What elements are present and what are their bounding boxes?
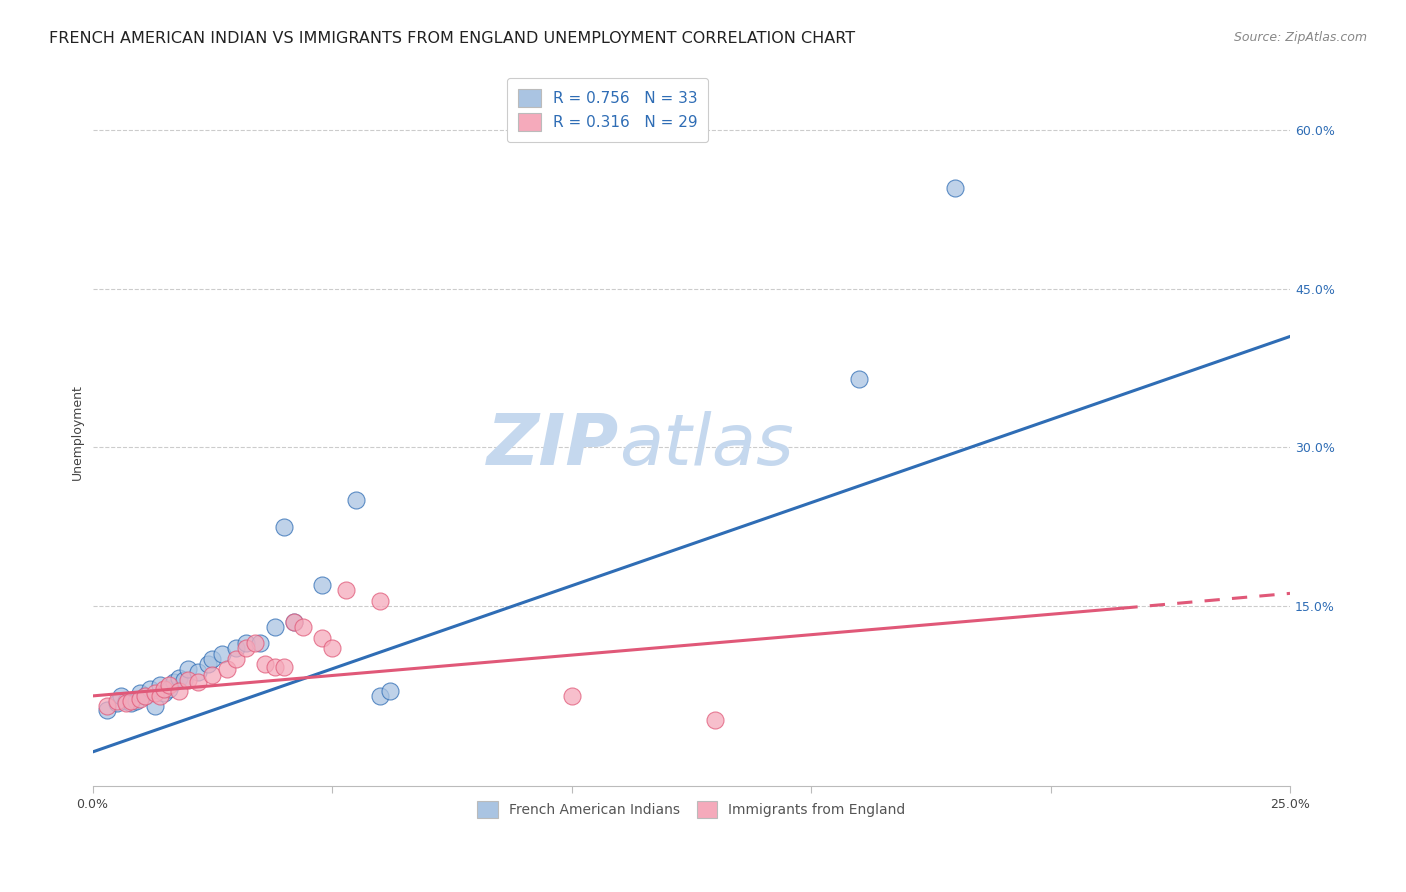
Point [253,657,276,672]
Point [177,673,200,687]
Point [157,678,180,692]
Point [96,699,118,714]
Point [943,181,966,195]
Point [167,671,190,685]
Point [157,681,180,696]
Text: Source: ZipAtlas.com: Source: ZipAtlas.com [1233,31,1367,45]
Point [153,686,176,700]
Point [129,686,152,700]
Point [245,636,267,650]
Point [378,683,401,698]
Point [235,641,257,656]
Point [311,631,333,645]
Point [129,692,152,706]
Point [263,620,285,634]
Point [201,652,224,666]
Point [134,689,156,703]
Point [344,493,367,508]
Y-axis label: Unemployment: Unemployment [72,384,84,480]
Point [143,686,166,700]
Point [215,663,238,677]
Point [368,594,391,608]
Point [311,578,333,592]
Point [197,657,219,672]
Point [263,660,285,674]
Point [110,689,132,703]
Text: FRENCH AMERICAN INDIAN VS IMMIGRANTS FROM ENGLAND UNEMPLOYMENT CORRELATION CHART: FRENCH AMERICAN INDIAN VS IMMIGRANTS FRO… [49,31,855,46]
Point [125,694,148,708]
Point [134,689,156,703]
Point [96,703,118,717]
Point [225,641,247,656]
Point [167,683,190,698]
Point [283,615,305,629]
Point [848,372,870,386]
Point [139,681,162,696]
Point [321,641,343,656]
Point [149,678,172,692]
Point [225,652,247,666]
Point [149,689,172,703]
Point [283,615,305,629]
Point [177,663,200,677]
Point [201,667,224,681]
Point [187,675,209,690]
Point [120,696,142,710]
Text: atlas: atlas [620,411,794,480]
Point [120,694,142,708]
Point [105,694,128,708]
Point [173,673,195,687]
Point [153,681,176,696]
Point [211,647,233,661]
Point [105,696,128,710]
Point [143,699,166,714]
Point [335,583,357,598]
Legend: French American Indians, Immigrants from England: French American Indians, Immigrants from… [470,794,912,825]
Point [249,636,271,650]
Point [273,660,295,674]
Point [273,520,295,534]
Point [561,689,583,703]
Point [368,689,391,703]
Point [187,665,209,679]
Point [115,694,138,708]
Point [163,675,186,690]
Point [704,713,727,727]
Point [235,636,257,650]
Point [115,696,138,710]
Point [292,620,315,634]
Text: ZIP: ZIP [488,411,620,480]
